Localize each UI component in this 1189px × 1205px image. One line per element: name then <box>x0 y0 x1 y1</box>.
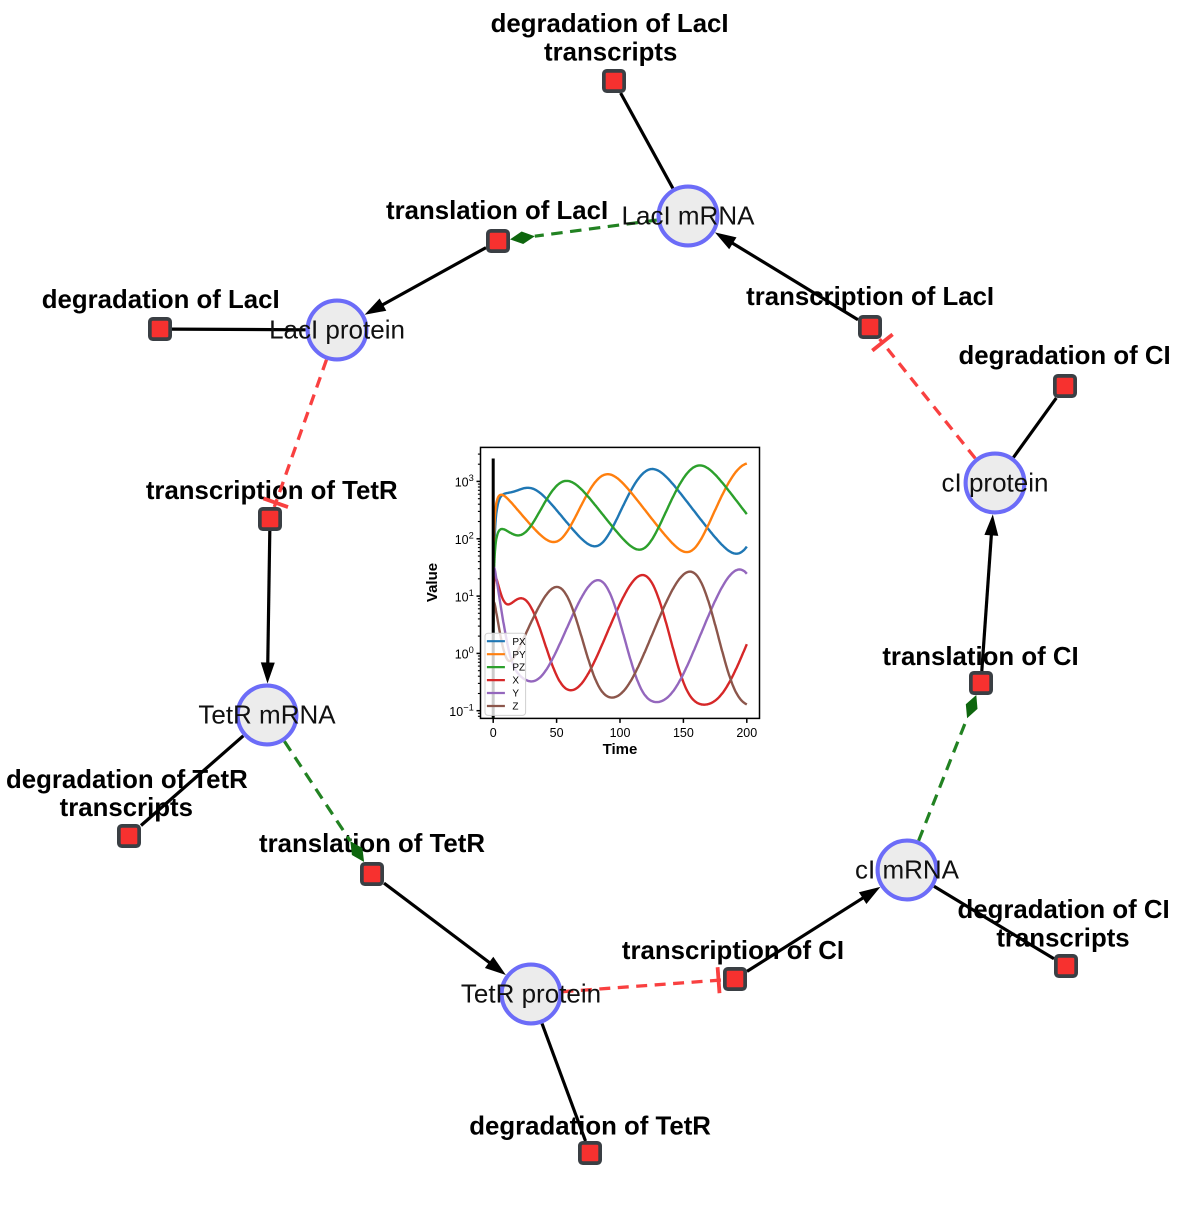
svg-text:cI mRNA: cI mRNA <box>855 855 960 885</box>
svg-text:transcription of LacI: transcription of LacI <box>746 283 994 311</box>
svg-text:100: 100 <box>610 726 631 740</box>
svg-text:0: 0 <box>490 726 497 740</box>
svg-text:PY: PY <box>512 650 526 661</box>
svg-text:200: 200 <box>736 726 757 740</box>
svg-text:LacI mRNA: LacI mRNA <box>622 201 756 231</box>
svg-text:degradation of LacI: degradation of LacI <box>491 10 729 38</box>
svg-text:degradation of LacI: degradation of LacI <box>42 286 280 314</box>
svg-text:PX: PX <box>512 637 526 648</box>
svg-text:Time: Time <box>603 741 638 758</box>
svg-text:translation of CI: translation of CI <box>882 643 1078 671</box>
svg-text:X: X <box>512 676 519 687</box>
svg-text:degradation of TetR: degradation of TetR <box>469 1113 711 1141</box>
svg-text:transcripts: transcripts <box>996 924 1129 952</box>
svg-text:150: 150 <box>673 726 694 740</box>
svg-text:TetR protein: TetR protein <box>461 979 601 1009</box>
svg-text:translation of LacI: translation of LacI <box>386 197 608 225</box>
svg-text:Y: Y <box>512 689 519 700</box>
svg-text:Z: Z <box>512 702 518 713</box>
svg-text:Value: Value <box>424 563 441 602</box>
svg-text:degradation of TetR: degradation of TetR <box>6 766 248 794</box>
svg-text:transcripts: transcripts <box>544 38 677 66</box>
svg-text:degradation of CI: degradation of CI <box>958 896 1170 924</box>
svg-text:cI protein: cI protein <box>942 468 1049 498</box>
svg-text:degradation of CI: degradation of CI <box>959 342 1171 370</box>
svg-text:PZ: PZ <box>512 663 525 674</box>
svg-text:translation of TetR: translation of TetR <box>259 830 485 858</box>
svg-text:LacI protein: LacI protein <box>269 315 405 345</box>
svg-text:TetR mRNA: TetR mRNA <box>198 700 336 730</box>
svg-text:transcription of CI: transcription of CI <box>622 937 844 965</box>
svg-text:50: 50 <box>550 726 564 740</box>
